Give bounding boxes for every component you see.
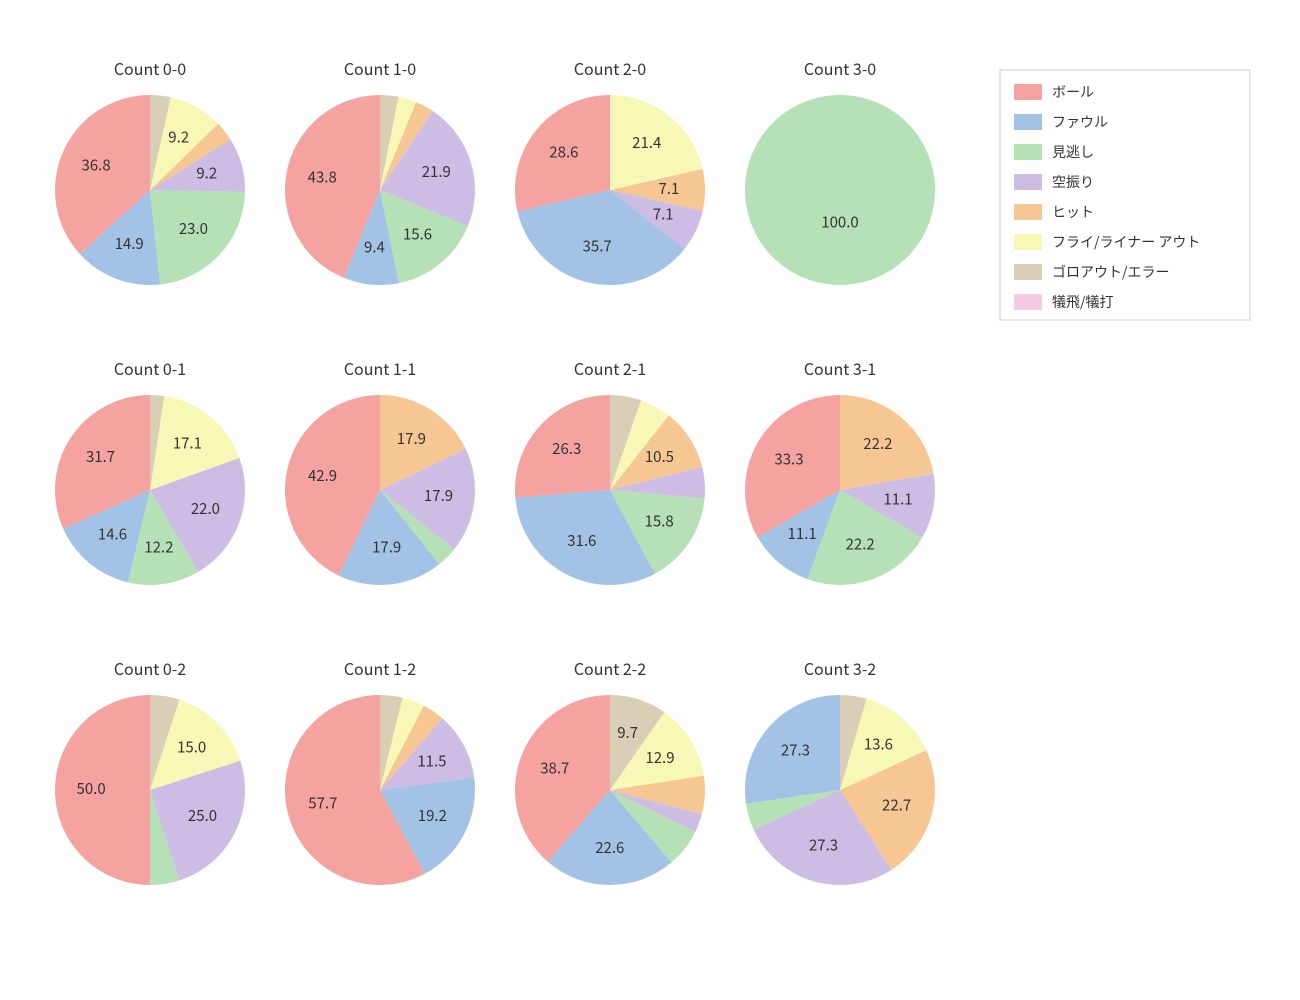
slice-label: 57.7 [308, 792, 337, 813]
legend-swatch [1014, 174, 1042, 190]
pie-title: Count 3-0 [804, 56, 876, 80]
slice-label: 14.9 [115, 233, 144, 254]
legend-box [1000, 70, 1250, 320]
legend-label: 見逃し [1052, 142, 1094, 162]
slice-label: 26.3 [552, 438, 581, 459]
slice-label: 22.0 [191, 498, 220, 519]
slice-label: 7.1 [653, 203, 674, 224]
slice-label: 9.2 [168, 127, 189, 148]
pie-title: Count 1-2 [344, 656, 416, 680]
legend-label: ゴロアウト/エラー [1052, 262, 1170, 282]
slice-label: 12.2 [144, 536, 173, 557]
slice-label: 22.6 [595, 837, 624, 858]
legend-label: フライ/ライナー アウト [1052, 232, 1200, 252]
slice-label: 100.0 [821, 211, 858, 232]
pie-title: Count 2-0 [574, 56, 646, 80]
legend-label: 空振り [1052, 172, 1094, 192]
slice-label: 33.3 [774, 449, 803, 470]
legend-label: ヒット [1052, 202, 1094, 222]
slice-label: 21.9 [422, 161, 451, 182]
slice-label: 35.7 [583, 236, 612, 257]
slice-label: 27.3 [781, 740, 810, 761]
slice-label: 17.9 [424, 485, 453, 506]
slice-label: 21.4 [632, 132, 661, 153]
legend-swatch [1014, 264, 1042, 280]
slice-label: 36.8 [82, 154, 111, 175]
legend-swatch [1014, 144, 1042, 160]
slice-label: 14.6 [98, 523, 127, 544]
slice-label: 17.9 [372, 537, 401, 558]
slice-label: 22.2 [846, 533, 875, 554]
pie-title: Count 2-2 [574, 656, 646, 680]
slice-label: 31.6 [567, 530, 596, 551]
slice-label: 17.9 [397, 428, 426, 449]
pie-title: Count 3-2 [804, 656, 876, 680]
pie-title: Count 0-2 [114, 656, 186, 680]
pie-title: Count 2-1 [574, 356, 646, 380]
legend-label: ファウル [1052, 112, 1108, 132]
legend-swatch [1014, 294, 1042, 310]
pie-title: Count 1-0 [344, 56, 416, 80]
slice-label: 13.6 [864, 733, 893, 754]
slice-label: 22.7 [882, 794, 911, 815]
legend-swatch [1014, 84, 1042, 100]
slice-label: 7.1 [658, 178, 679, 199]
slice-label: 50.0 [77, 778, 106, 799]
slice-label: 17.1 [173, 433, 202, 454]
slice-label: 12.9 [645, 747, 674, 768]
slice-label: 22.2 [863, 433, 892, 454]
slice-label: 15.8 [645, 510, 674, 531]
pie-title: Count 3-1 [804, 356, 876, 380]
slice-label: 9.4 [364, 237, 385, 258]
slice-label: 9.7 [617, 722, 638, 743]
slice-label: 19.2 [418, 805, 447, 826]
slice-label: 15.6 [403, 223, 432, 244]
pie-title: Count 1-1 [344, 356, 416, 380]
slice-label: 11.1 [883, 488, 912, 509]
slice-label: 9.2 [196, 162, 217, 183]
legend-label: 犠飛/犠打 [1052, 292, 1114, 312]
slice-label: 10.5 [645, 446, 674, 467]
chart-svg: Count 0-0 36.8 14.9 23.0 9.2 9.2 Count 1-0 43.8… [0, 0, 1300, 1000]
legend-label: ボール [1052, 82, 1094, 102]
legend: ボールファウル見逃し空振りヒットフライ/ライナー アウトゴロアウト/エラー犠飛/… [1000, 70, 1250, 320]
slice-label: 27.3 [809, 835, 838, 856]
slice-label: 11.1 [788, 523, 817, 544]
slice-label: 25.0 [188, 805, 217, 826]
chart-stage: Count 0-0 36.8 14.9 23.0 9.2 9.2 Count 1-0 43.8… [0, 0, 1300, 1000]
slice-label: 28.6 [549, 141, 578, 162]
legend-swatch [1014, 204, 1042, 220]
pie-slice [745, 95, 935, 285]
slice-label: 11.5 [417, 750, 446, 771]
legend-swatch [1014, 234, 1042, 250]
slice-label: 43.8 [308, 167, 337, 188]
slice-label: 38.7 [540, 758, 569, 779]
legend-swatch [1014, 114, 1042, 130]
slice-label: 23.0 [179, 218, 208, 239]
pie-title: Count 0-0 [114, 56, 186, 80]
slice-label: 31.7 [86, 446, 115, 467]
pie-title: Count 0-1 [114, 356, 186, 380]
slice-label: 15.0 [177, 736, 206, 757]
slice-label: 42.9 [308, 465, 337, 486]
